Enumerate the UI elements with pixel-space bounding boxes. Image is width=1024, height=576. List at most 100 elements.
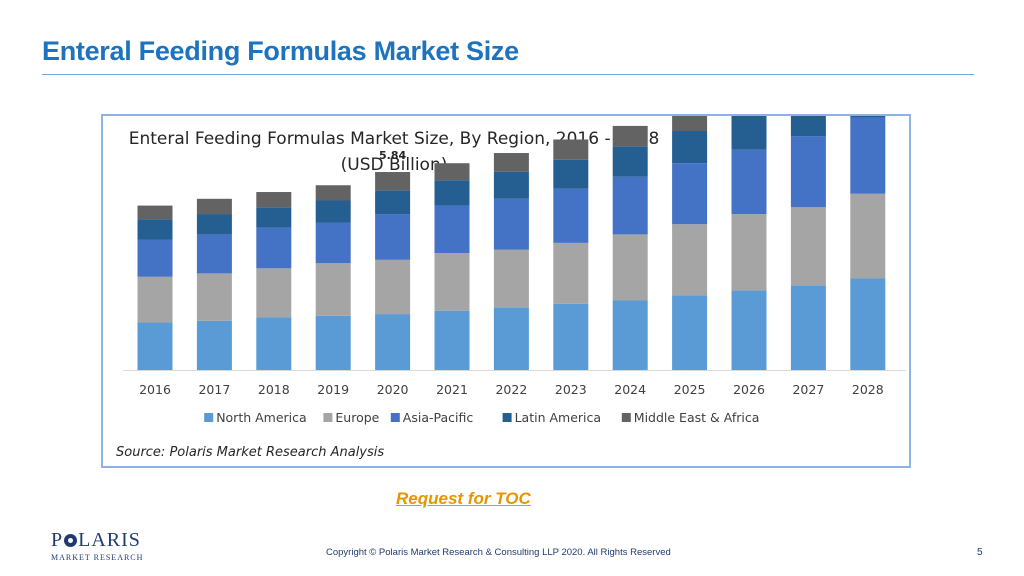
chart-source: Source: Polaris Market Research Analysis (116, 445, 384, 460)
bar-segment-asia-pacific-2016 (137, 239, 173, 277)
bar-segment-middle-east-africa-2022 (493, 153, 529, 172)
bar-segment-north-america-2017 (196, 320, 232, 370)
title-divider (42, 74, 974, 75)
polaris-logo: P LARIS MARKET RESEARCH (51, 530, 143, 562)
bar-segment-latin-america-2016 (137, 219, 173, 240)
legend-swatch (390, 413, 400, 422)
bar-segment-europe-2028 (850, 193, 886, 279)
bar-segment-asia-pacific-2020 (375, 214, 411, 260)
bar-segment-europe-2024 (612, 234, 648, 301)
chart-subtitle: (USD Billion) (341, 155, 448, 175)
legend-swatch (204, 413, 214, 422)
bar-segment-middle-east-africa-2023 (553, 139, 589, 160)
bar-segment-middle-east-africa-2019 (315, 185, 351, 201)
bar-segment-middle-east-africa-2017 (196, 198, 232, 215)
bar-segment-middle-east-africa-2021 (434, 163, 470, 181)
bar-segment-north-america-2026 (731, 290, 767, 370)
bar-segment-asia-pacific-2023 (553, 188, 589, 243)
bar-segment-north-america-2016 (137, 322, 173, 370)
bar-segment-asia-pacific-2027 (790, 136, 826, 208)
bar-segment-middle-east-africa-2016 (137, 205, 173, 220)
bar-segment-north-america-2023 (553, 303, 589, 370)
x-tick-label: 2021 (436, 382, 468, 397)
chart-frame: Enteral Feeding Formulas Market Size, By… (101, 114, 911, 468)
bar-segment-latin-america-2022 (493, 171, 529, 199)
x-tick-label: 2022 (495, 382, 527, 397)
request-toc-link[interactable]: Request for TOC (396, 489, 531, 508)
chart-title: Enteral Feeding Formulas Market Size, By… (129, 129, 660, 149)
bar-segment-europe-2016 (137, 276, 173, 323)
legend-label: Latin America (515, 410, 601, 425)
bar-segment-middle-east-africa-2024 (612, 125, 648, 147)
x-tick-label: 2027 (792, 382, 824, 397)
logo-wordmark: P LARIS (51, 530, 143, 550)
legend-label: Middle East & Africa (634, 410, 760, 425)
bar-segment-north-america-2018 (256, 317, 292, 370)
bar-segment-asia-pacific-2018 (256, 227, 292, 269)
bar-segment-latin-america-2026 (731, 116, 767, 150)
bar-segment-latin-america-2024 (612, 146, 648, 177)
x-tick-label: 2018 (258, 382, 290, 397)
x-tick-label: 2019 (317, 382, 349, 397)
bar-segment-north-america-2024 (612, 300, 648, 370)
bar-segment-middle-east-africa-2020 (375, 172, 411, 191)
legend-label: North America (216, 410, 307, 425)
bar-segment-latin-america-2020 (375, 190, 411, 215)
bar-segment-asia-pacific-2024 (612, 176, 648, 235)
bar-segment-latin-america-2019 (315, 200, 351, 223)
bar-segment-latin-america-2028 (850, 116, 886, 118)
x-tick-label: 2016 (139, 382, 171, 397)
page-number: 5 (977, 547, 983, 558)
legend-swatch (621, 413, 631, 422)
bar-segment-latin-america-2023 (553, 159, 589, 189)
logo-letters: LARIS (78, 529, 141, 551)
bar-segment-asia-pacific-2021 (434, 205, 470, 254)
bar-segment-europe-2020 (375, 259, 411, 315)
bar-segment-europe-2021 (434, 253, 470, 311)
bar-segment-middle-east-africa-2025 (672, 116, 708, 132)
bar-segment-europe-2022 (493, 249, 529, 308)
bar-segment-north-america-2020 (375, 314, 411, 370)
bar-segment-latin-america-2021 (434, 180, 470, 206)
bar-segment-north-america-2019 (315, 315, 351, 370)
bar-segment-asia-pacific-2017 (196, 234, 232, 274)
bar-segment-latin-america-2018 (256, 207, 292, 228)
x-tick-label: 2023 (555, 382, 587, 397)
bar-segment-europe-2023 (553, 242, 589, 304)
x-tick-label: 2024 (614, 382, 646, 397)
bar-segment-asia-pacific-2025 (672, 163, 708, 225)
x-tick-label: 2025 (674, 382, 706, 397)
legend-swatch (323, 413, 333, 422)
bar-segment-asia-pacific-2022 (493, 198, 529, 250)
bar-segment-europe-2025 (672, 224, 708, 296)
bar-segment-europe-2027 (790, 207, 826, 286)
bar-segment-asia-pacific-2026 (731, 149, 767, 215)
legend-label: Europe (335, 410, 379, 425)
x-tick-label: 2020 (377, 382, 409, 397)
bar-segment-north-america-2028 (850, 278, 886, 370)
bar-segment-north-america-2021 (434, 310, 470, 370)
bar-segment-middle-east-africa-2018 (256, 192, 292, 208)
bar-segment-latin-america-2017 (196, 214, 232, 235)
data-label: 5.84 (379, 149, 406, 162)
bar-segment-europe-2019 (315, 263, 351, 316)
bar-segment-north-america-2027 (790, 285, 826, 370)
x-tick-label: 2017 (198, 382, 230, 397)
x-tick-label: 2028 (852, 382, 884, 397)
legend-swatch (502, 413, 512, 422)
bar-segment-latin-america-2027 (790, 116, 826, 137)
copyright-text: Copyright © Polaris Market Research & Co… (326, 547, 671, 558)
legend-label: Asia-Pacific (403, 410, 474, 425)
bar-segment-europe-2018 (256, 268, 292, 318)
star-icon (64, 534, 78, 547)
bar-segment-asia-pacific-2028 (850, 117, 886, 194)
logo-letter-p: P (51, 529, 64, 551)
bar-segment-asia-pacific-2019 (315, 222, 351, 264)
bar-segment-latin-america-2025 (672, 131, 708, 164)
bar-segment-north-america-2025 (672, 295, 708, 370)
bar-segment-europe-2017 (196, 273, 232, 321)
bar-segment-europe-2026 (731, 214, 767, 291)
slide-title: Enteral Feeding Formulas Market Size (42, 36, 519, 66)
bar-segment-north-america-2022 (493, 307, 529, 370)
logo-subtitle: MARKET RESEARCH (51, 553, 144, 562)
